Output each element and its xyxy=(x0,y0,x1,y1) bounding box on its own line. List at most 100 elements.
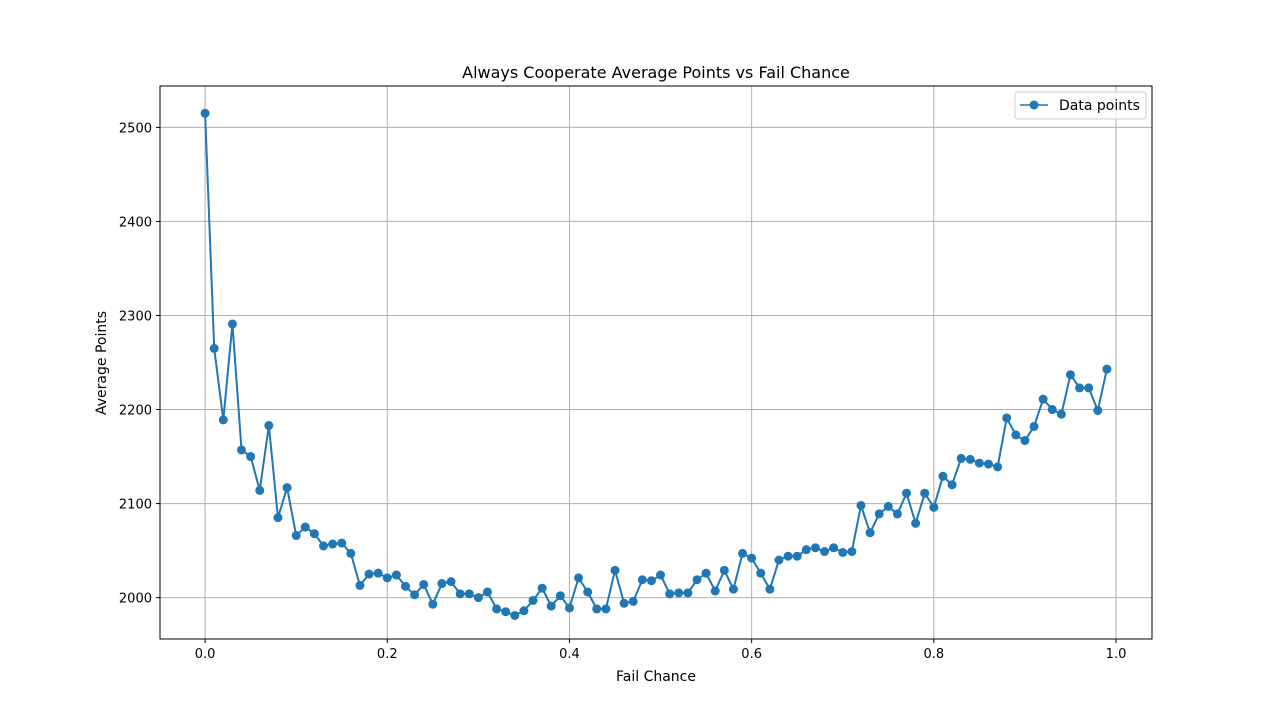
data-point xyxy=(665,589,675,599)
data-point xyxy=(892,509,902,519)
data-point xyxy=(865,528,875,538)
data-point xyxy=(319,541,329,551)
data-point xyxy=(364,569,374,579)
data-point xyxy=(983,459,993,469)
legend: Data points xyxy=(1014,91,1147,120)
data-point xyxy=(774,555,784,565)
data-point xyxy=(947,480,957,490)
data-point xyxy=(801,545,811,555)
data-point xyxy=(810,543,820,553)
data-point xyxy=(902,488,912,498)
data-point xyxy=(601,604,611,614)
x-axis-label: Fail Chance xyxy=(616,669,696,685)
data-point xyxy=(373,568,383,578)
data-point xyxy=(856,500,866,510)
data-point xyxy=(637,575,647,585)
data-point xyxy=(501,607,511,617)
data-point xyxy=(920,488,930,498)
legend-box xyxy=(1014,91,1147,120)
data-point xyxy=(510,610,520,620)
data-point xyxy=(246,452,256,462)
data-point xyxy=(337,538,347,548)
data-point xyxy=(911,518,921,528)
data-point xyxy=(391,570,401,580)
data-point xyxy=(355,580,365,590)
data-point xyxy=(546,601,556,611)
data-point xyxy=(756,568,766,578)
data-point xyxy=(1102,364,1112,374)
data-point xyxy=(400,581,410,591)
data-point xyxy=(1084,383,1094,393)
y-axis-label: Average Points xyxy=(94,311,110,415)
legend-label: Data points xyxy=(1059,98,1140,114)
data-point xyxy=(382,573,392,583)
x-tick-label: 1.0 xyxy=(1106,647,1127,662)
data-point xyxy=(1047,405,1057,415)
data-point xyxy=(592,604,602,614)
data-point xyxy=(282,483,292,493)
data-point xyxy=(446,577,456,587)
series-data-points xyxy=(200,108,1112,620)
data-point xyxy=(455,589,465,599)
data-point xyxy=(728,584,738,594)
data-point xyxy=(738,548,748,558)
y-tick-label: 2000 xyxy=(119,592,152,607)
data-point xyxy=(1002,413,1012,423)
data-point xyxy=(674,588,684,598)
data-point xyxy=(838,547,848,557)
series-line xyxy=(204,113,1108,617)
data-point xyxy=(218,415,228,425)
data-point xyxy=(328,539,338,549)
data-point xyxy=(1065,370,1075,380)
data-point xyxy=(747,553,757,563)
x-tick-label: 0.2 xyxy=(377,647,398,662)
data-point xyxy=(464,589,474,599)
data-point xyxy=(929,502,939,512)
data-point xyxy=(519,606,529,616)
data-point xyxy=(1029,421,1039,431)
data-point xyxy=(273,513,283,523)
data-point xyxy=(200,108,210,118)
data-point xyxy=(783,551,793,561)
data-point xyxy=(1011,430,1021,440)
data-point xyxy=(1056,409,1066,419)
data-point xyxy=(874,509,884,519)
data-point xyxy=(646,576,656,586)
data-point xyxy=(792,551,802,561)
x-tick-label: 0.6 xyxy=(741,647,762,662)
x-tick-label: 0.0 xyxy=(195,647,216,662)
chart-title: Always Cooperate Average Points vs Fail … xyxy=(462,63,850,82)
data-point xyxy=(883,501,893,511)
data-point xyxy=(437,579,447,589)
data-point xyxy=(537,583,547,593)
grid-lines xyxy=(160,86,1152,639)
data-point xyxy=(829,543,839,553)
data-point xyxy=(346,548,356,558)
data-point xyxy=(1093,405,1103,415)
data-point xyxy=(965,454,975,464)
data-point xyxy=(237,445,247,455)
data-point xyxy=(428,599,438,609)
x-tick-label: 0.8 xyxy=(923,647,944,662)
legend-marker xyxy=(1029,100,1039,110)
data-point xyxy=(255,485,265,495)
data-point xyxy=(974,458,984,468)
data-point xyxy=(938,471,948,481)
data-point xyxy=(264,421,274,431)
y-tick-label: 2500 xyxy=(119,121,152,136)
data-point xyxy=(710,586,720,596)
data-point xyxy=(619,598,629,608)
plot-area-frame xyxy=(159,85,1153,640)
data-point xyxy=(820,547,830,557)
data-point xyxy=(227,319,237,329)
data-point xyxy=(719,565,729,575)
data-point xyxy=(656,570,666,580)
data-point xyxy=(555,591,565,601)
y-tick-label: 2400 xyxy=(119,215,152,230)
y-tick-label: 2100 xyxy=(119,498,152,513)
data-point xyxy=(628,596,638,606)
x-tick-label: 0.4 xyxy=(559,647,580,662)
data-point xyxy=(765,584,775,594)
data-point xyxy=(610,565,620,575)
data-point xyxy=(847,547,857,557)
